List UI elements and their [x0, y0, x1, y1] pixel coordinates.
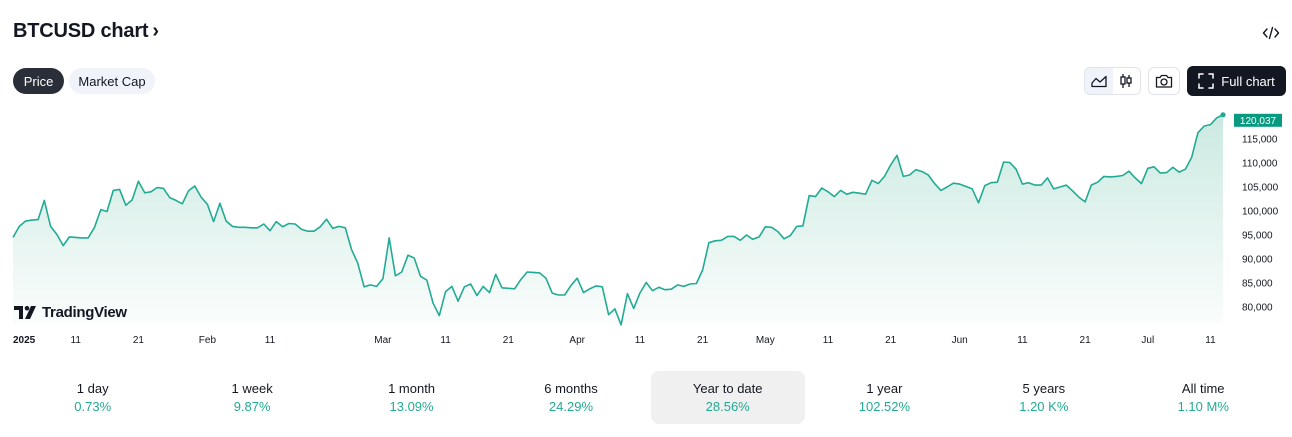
period-change: 0.73% — [74, 399, 112, 414]
x-tick-label: 21 — [503, 335, 515, 346]
period-1-day[interactable]: 1 day 0.73% — [13, 371, 172, 424]
period-label: 5 years — [1022, 381, 1066, 396]
y-tick-label: 85,000 — [1242, 279, 1273, 290]
period-label: 1 day — [76, 381, 109, 396]
tab-market-cap[interactable]: Market Cap — [69, 68, 155, 94]
y-tick-label: 80,000 — [1242, 303, 1273, 314]
tradingview-logo: TradingView — [14, 304, 127, 321]
period-change: 24.29% — [548, 399, 594, 414]
area-chart-button[interactable] — [1085, 68, 1113, 94]
chart-style-toggle — [1084, 67, 1141, 95]
y-tick-label: 110,000 — [1242, 159, 1278, 170]
x-tick-label: Apr — [569, 335, 585, 346]
tradingview-wordmark: TradingView — [42, 304, 127, 321]
x-tick-label: 21 — [885, 335, 897, 346]
area-chart-icon — [1091, 75, 1107, 88]
period-label: 1 week — [231, 381, 273, 396]
period-label: All time — [1181, 381, 1225, 396]
period-change: 1.20 K% — [1019, 399, 1069, 414]
title-text: BTCUSD chart — [13, 20, 149, 42]
page-title[interactable]: BTCUSD chart › — [13, 20, 159, 43]
price-series-line — [12, 114, 1224, 326]
period-label: 1 year — [866, 381, 903, 396]
period-change: 28.56% — [705, 399, 750, 414]
tradingview-mark-icon — [14, 306, 36, 319]
y-tick-label: 100,000 — [1242, 207, 1279, 218]
price-chart[interactable]: 115,000 110,000 105,000 100,000 95,000 90,000… — [0, 100, 1292, 350]
period-label: 1 month — [388, 381, 436, 396]
y-tick-label: 105,000 — [1242, 183, 1279, 194]
period-1-year[interactable]: 1 year 102.52% — [805, 371, 964, 424]
x-tick-label: 2025 — [13, 335, 36, 346]
x-tick-label: Mar — [374, 335, 392, 346]
x-tick-label: 11 — [265, 335, 276, 346]
period-label: 6 months — [544, 381, 598, 396]
x-tick-label: Feb — [199, 335, 217, 346]
x-axis: 2025 11 21 Feb 11 Mar 11 21 Apr 11 21 May 11 21 Jun 11 2… — [13, 335, 1216, 346]
last-price-label: 120,037 — [1234, 113, 1282, 127]
period-change: 13.09% — [389, 399, 434, 414]
period-1-week[interactable]: 1 week 9.87% — [172, 371, 331, 424]
period-selector: 1 day 0.73% 1 week 9.87% 1 month 13.09% … — [13, 371, 1283, 424]
full-chart-button[interactable]: Full chart — [1187, 66, 1286, 96]
period-1-month[interactable]: 1 month 13.09% — [332, 371, 491, 424]
price-area-fill — [13, 114, 1223, 325]
x-tick-label: 21 — [1080, 335, 1092, 346]
x-tick-label: Jul — [1141, 335, 1154, 346]
screenshot-button[interactable] — [1148, 67, 1180, 95]
period-change: 1.10 M% — [1177, 399, 1229, 414]
candlestick-icon — [1120, 74, 1132, 88]
x-tick-label: 21 — [697, 335, 709, 346]
period-year-to-date[interactable]: Year to date 28.56% — [650, 371, 805, 424]
x-tick-label: 11 — [71, 335, 82, 346]
camera-icon — [1155, 74, 1173, 88]
svg-text:120,037: 120,037 — [1240, 116, 1277, 127]
y-axis: 115,000 110,000 105,000 100,000 95,000 90,000… — [1242, 135, 1279, 314]
y-tick-label: 90,000 — [1242, 255, 1273, 266]
chevron-right-icon: › — [152, 20, 159, 42]
code-icon[interactable] — [1262, 24, 1280, 42]
period-5-years[interactable]: 5 years 1.20 K% — [964, 371, 1123, 424]
x-tick-label: May — [756, 335, 775, 346]
x-tick-label: 11 — [1205, 335, 1216, 346]
full-chart-label: Full chart — [1221, 73, 1275, 89]
tab-price[interactable]: Price — [13, 68, 64, 94]
fullscreen-icon — [1198, 73, 1215, 89]
y-tick-label: 115,000 — [1242, 135, 1278, 146]
y-tick-label: 95,000 — [1242, 231, 1273, 242]
last-price-point — [1220, 112, 1226, 118]
x-tick-label: 11 — [440, 335, 451, 346]
period-change: 102.52% — [858, 399, 911, 414]
candlestick-button[interactable] — [1113, 68, 1141, 94]
period-all-time[interactable]: All time 1.10 M% — [1124, 371, 1283, 424]
period-6-months[interactable]: 6 months 24.29% — [491, 371, 650, 424]
x-tick-label: Jun — [952, 335, 968, 346]
period-change: 9.87% — [233, 399, 271, 414]
x-tick-label: 11 — [635, 335, 646, 346]
x-tick-label: 21 — [133, 335, 145, 346]
period-label: Year to date — [692, 381, 763, 396]
x-tick-label: 11 — [823, 335, 834, 346]
x-tick-label: 11 — [1017, 335, 1028, 346]
